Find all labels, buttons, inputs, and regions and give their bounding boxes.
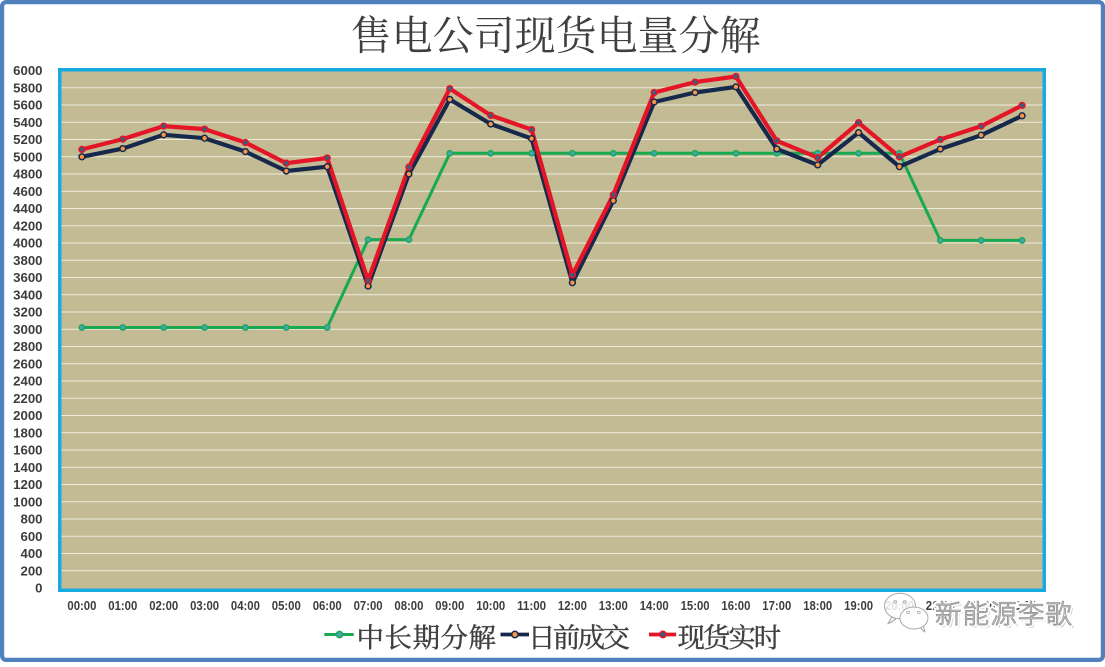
svg-text:19:00: 19:00 — [844, 598, 873, 613]
svg-text:5600: 5600 — [13, 98, 42, 113]
svg-text:2400: 2400 — [13, 374, 42, 389]
svg-text:12:00: 12:00 — [558, 598, 587, 613]
svg-text:5000: 5000 — [13, 149, 42, 164]
svg-text:10:00: 10:00 — [476, 598, 505, 613]
svg-text:4400: 4400 — [13, 201, 42, 216]
svg-text:04:00: 04:00 — [231, 598, 260, 613]
svg-text:4600: 4600 — [13, 184, 42, 199]
svg-text:600: 600 — [20, 529, 42, 544]
svg-text:2800: 2800 — [13, 339, 42, 354]
svg-text:4000: 4000 — [13, 236, 42, 251]
svg-text:00:00: 00:00 — [67, 598, 96, 613]
svg-text:06:00: 06:00 — [313, 598, 342, 613]
svg-text:400: 400 — [20, 546, 42, 561]
svg-text:1800: 1800 — [13, 425, 42, 440]
svg-text:2200: 2200 — [13, 391, 42, 406]
svg-text:18:00: 18:00 — [803, 598, 832, 613]
svg-text:09:00: 09:00 — [435, 598, 464, 613]
svg-text:1600: 1600 — [13, 443, 42, 458]
svg-text:05:00: 05:00 — [272, 598, 301, 613]
svg-text:13:00: 13:00 — [599, 598, 628, 613]
svg-text:200: 200 — [20, 564, 42, 579]
svg-text:5800: 5800 — [13, 81, 42, 96]
svg-text:15:00: 15:00 — [681, 598, 710, 613]
svg-text:800: 800 — [20, 512, 42, 527]
svg-text:5200: 5200 — [13, 132, 42, 147]
svg-text:3000: 3000 — [13, 322, 42, 337]
svg-text:6000: 6000 — [13, 63, 42, 78]
svg-text:1200: 1200 — [13, 477, 42, 492]
svg-text:4200: 4200 — [13, 218, 42, 233]
svg-text:1400: 1400 — [13, 460, 42, 475]
svg-text:07:00: 07:00 — [354, 598, 383, 613]
svg-text:0: 0 — [35, 581, 42, 596]
svg-text:3200: 3200 — [13, 305, 42, 320]
svg-text:01:00: 01:00 — [108, 598, 137, 613]
svg-text:5400: 5400 — [13, 115, 42, 130]
svg-text:2600: 2600 — [13, 356, 42, 371]
svg-text:11:00: 11:00 — [517, 598, 546, 613]
svg-text:17:00: 17:00 — [762, 598, 791, 613]
svg-text:08:00: 08:00 — [394, 598, 423, 613]
svg-text:3600: 3600 — [13, 270, 42, 285]
svg-text:02:00: 02:00 — [149, 598, 178, 613]
svg-text:14:00: 14:00 — [640, 598, 669, 613]
svg-text:1000: 1000 — [13, 494, 42, 509]
svg-text:03:00: 03:00 — [190, 598, 219, 613]
svg-text:2000: 2000 — [13, 408, 42, 423]
svg-text:16:00: 16:00 — [721, 598, 750, 613]
svg-text:3800: 3800 — [13, 253, 42, 268]
svg-text:3400: 3400 — [13, 287, 42, 302]
svg-text:4800: 4800 — [13, 167, 42, 182]
